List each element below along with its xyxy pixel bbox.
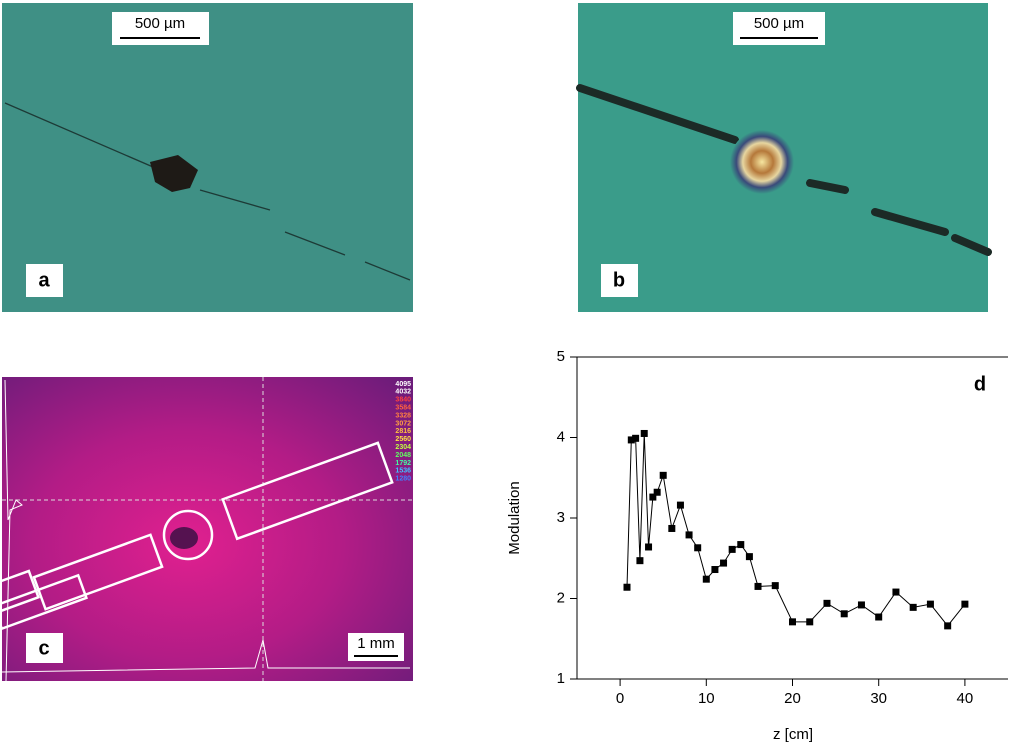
data-point: [632, 435, 639, 442]
data-point: [927, 601, 934, 608]
data-point: [711, 566, 718, 573]
colorbar-label: 1536: [395, 468, 411, 475]
data-point: [806, 618, 813, 625]
colorbar-label: 4032: [395, 389, 411, 396]
x-tick-label: 40: [957, 690, 974, 707]
panel-label: a: [38, 269, 50, 291]
micrograph: [2, 3, 413, 312]
colorbar-label: 3072: [395, 420, 411, 427]
x-tick-label: 10: [698, 690, 715, 707]
data-point: [841, 610, 848, 617]
y-axis-label: Modulation: [506, 481, 523, 554]
colorbar-label: 3840: [395, 397, 411, 404]
data-point: [623, 584, 630, 591]
data-point: [961, 601, 968, 608]
data-point: [823, 600, 830, 607]
colorbar-label: 2560: [395, 436, 411, 443]
data-point: [660, 472, 667, 479]
panel-c: 1 mm c 409540323840358433283072281625602…: [0, 377, 413, 681]
data-point: [755, 583, 762, 590]
colorbar-label: 4095: [395, 381, 411, 388]
scale-bar-text: 500 µm: [754, 15, 804, 32]
colorbar-label: 2048: [395, 452, 411, 459]
data-point: [875, 614, 882, 621]
data-point: [910, 604, 917, 611]
panel-b: 500 µm b: [578, 3, 988, 312]
panel-label: c: [38, 637, 49, 659]
colorbar-label: 2304: [395, 444, 411, 451]
y-tick-label: 4: [557, 428, 565, 445]
defect: [730, 130, 794, 194]
y-tick-label: 1: [557, 670, 565, 687]
colorbar-label: 1792: [395, 460, 411, 467]
series-line: [627, 433, 965, 625]
data-point: [654, 489, 661, 496]
panel-a: 500 µm a: [2, 3, 413, 312]
data-point: [746, 553, 753, 560]
data-point: [641, 430, 648, 437]
data-point: [677, 502, 684, 509]
y-tick-label: 5: [557, 348, 565, 365]
colorbar-label: 1280: [395, 476, 411, 483]
scale-bar-text: 500 µm: [135, 15, 185, 32]
x-tick-label: 30: [870, 690, 887, 707]
data-point: [694, 544, 701, 551]
data-point: [720, 560, 727, 567]
y-tick-label: 3: [557, 509, 565, 526]
data-point: [858, 601, 865, 608]
x-tick-label: 20: [784, 690, 801, 707]
x-tick-label: 0: [616, 690, 624, 707]
panel-d: d z [cm] Modulation 1 2 3 4 5 0 10 20 30 40: [506, 348, 1008, 743]
x-axis-label: z [cm]: [773, 726, 813, 743]
colorbar-label: 3328: [395, 412, 411, 419]
data-point: [668, 525, 675, 532]
scale-bar-text: 1 mm: [357, 635, 395, 652]
y-tick-label: 2: [557, 589, 565, 606]
data-point: [737, 541, 744, 548]
data-point: [892, 589, 899, 596]
data-point: [729, 546, 736, 553]
figure: 500 µm a 500 µm b 1 mm c 4095 4: [0, 0, 1009, 748]
panel-label: b: [613, 269, 625, 291]
data-point: [944, 622, 951, 629]
data-point: [645, 543, 652, 550]
colorbar-label: 3584: [395, 405, 411, 412]
defect: [170, 527, 198, 549]
colorbar-label: 2816: [395, 428, 411, 435]
data-point: [703, 576, 710, 583]
data-point: [772, 582, 779, 589]
data-point: [636, 557, 643, 564]
data-point: [789, 618, 796, 625]
data-point: [686, 531, 693, 538]
panel-label: d: [974, 373, 986, 395]
